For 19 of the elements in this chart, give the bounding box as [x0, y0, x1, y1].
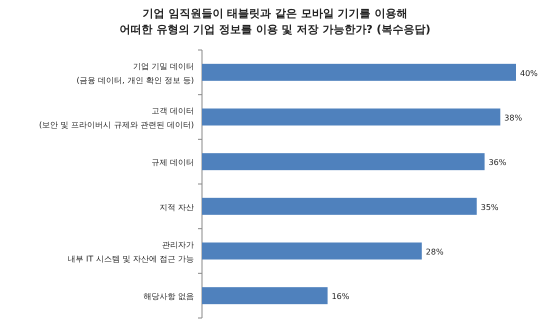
bar: [202, 198, 477, 215]
y-tick-label: 지적 자산: [159, 202, 194, 212]
data-label: 16%: [332, 292, 350, 302]
y-tick-label: 규제 데이터: [151, 158, 194, 168]
bar: [202, 64, 516, 81]
bar: [202, 242, 422, 260]
bar: [202, 287, 328, 304]
data-label: 28%: [426, 248, 444, 256]
data-label: 35%: [480, 202, 499, 212]
y-tick-label: 고객 데이터 (보안 및 프라이버시 규제와 관련된 데이터): [39, 106, 194, 130]
data-label: 38%: [504, 114, 522, 122]
y-tick-label: 기업 기밀 데이터 (금융 데이터, 개인 확인 정보 등): [76, 62, 194, 85]
bar: [202, 108, 500, 126]
y-tick-label: 관리자가 내부 IT 시스템 및 자산에 접근 가능: [67, 240, 194, 264]
data-label: 36%: [488, 158, 507, 168]
y-tick-label: 해당사항 없음: [143, 292, 194, 302]
bar: [202, 153, 485, 170]
chart-title: 기업 임직원들이 태블릿과 같은 모바일 기기를 이용해 어떠한 유형의 기업 정보를 이용 및 저장 가능한가? (복수응답): [119, 7, 431, 36]
data-label: 40%: [520, 68, 538, 78]
